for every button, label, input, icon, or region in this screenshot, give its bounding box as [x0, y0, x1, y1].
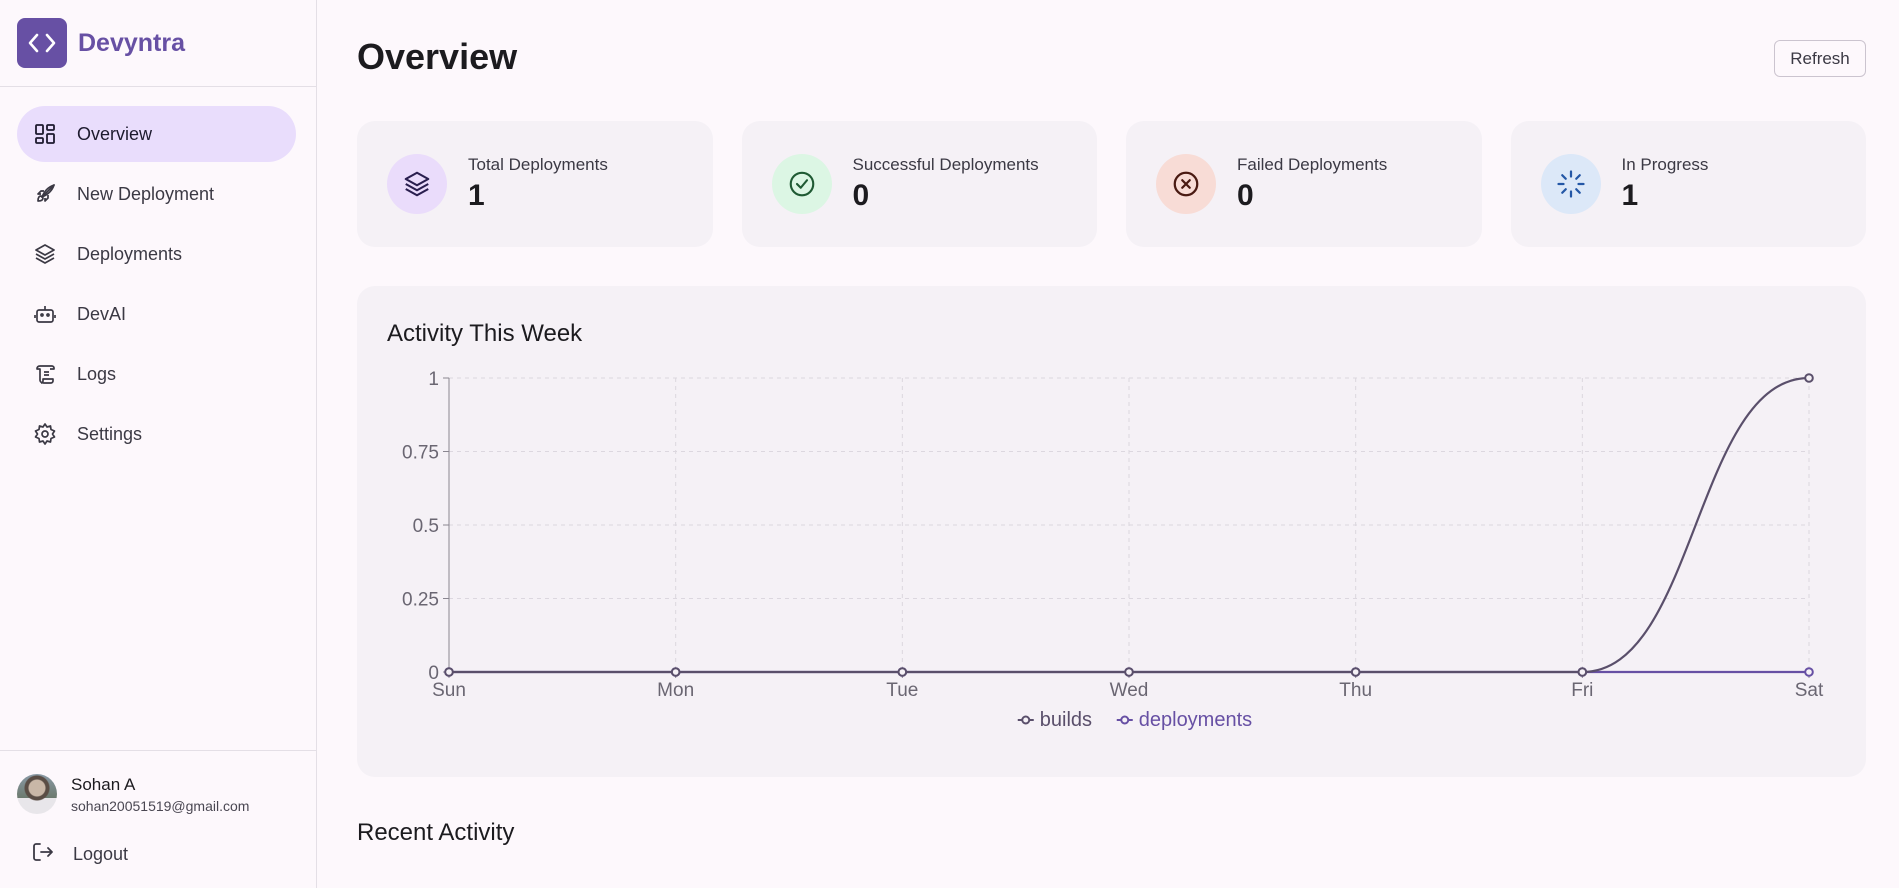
x-tick-label: Tue	[886, 680, 918, 701]
main-content: Overview Refresh Total Deployments 1 Suc…	[357, 0, 1866, 888]
recent-activity-title: Recent Activity	[357, 819, 515, 846]
sidebar-item-label: Logs	[77, 363, 117, 384]
legend-marker-dot	[1120, 715, 1130, 725]
x-tick-label: Mon	[657, 680, 694, 701]
layers-icon	[387, 154, 447, 214]
sidebar-item-deployments[interactable]: Deployments	[17, 226, 296, 282]
sidebar: Devyntra Overview New Deployment Deploym…	[0, 0, 317, 888]
rocket-icon	[31, 180, 59, 208]
divider	[0, 750, 316, 751]
stat-label: Failed Deployments	[1237, 155, 1388, 174]
check-circle-icon	[771, 154, 832, 214]
stat-value: 1	[1621, 179, 1639, 212]
data-point-builds	[1804, 373, 1814, 383]
refresh-button[interactable]: Refresh	[1774, 40, 1866, 77]
y-tick-label: 0	[428, 663, 439, 684]
sidebar-item-overview[interactable]: Overview	[17, 106, 296, 162]
dashboard-icon	[31, 120, 59, 148]
data-point-builds	[1124, 667, 1134, 677]
sidebar-item-new-deployment[interactable]: New Deployment	[17, 166, 296, 222]
sidebar-item-label: Deployments	[77, 243, 183, 264]
stat-label: Successful Deployments	[852, 155, 1039, 174]
brand[interactable]: Devyntra	[0, 0, 316, 87]
stat-label: Total Deployments	[468, 155, 608, 174]
user-profile[interactable]: Sohan A sohan20051519@gmail.com	[17, 774, 249, 814]
y-tick-label: 0.25	[402, 590, 439, 611]
y-tick-label: 1	[428, 369, 439, 390]
sidebar-item-settings[interactable]: Settings	[17, 406, 296, 462]
x-tick-label: Sat	[1795, 680, 1824, 701]
x-tick-label: Sun	[432, 680, 466, 701]
scroll-icon	[31, 360, 59, 388]
data-point-builds	[670, 667, 681, 677]
sidebar-item-label: DevAI	[77, 303, 127, 324]
robot-icon	[31, 300, 59, 328]
data-point-deployments	[1804, 667, 1814, 677]
y-tick-label: 0.75	[402, 443, 439, 464]
sidebar-item-devai[interactable]: DevAI	[17, 286, 296, 342]
sidebar-item-label: New Deployment	[77, 183, 215, 204]
user-email: sohan20051519@gmail.com	[71, 797, 250, 814]
x-tick-label: Wed	[1110, 680, 1149, 701]
layers-icon	[31, 240, 59, 268]
stat-card-failed: Failed Deployments 0	[1126, 121, 1482, 247]
stat-value: 1	[468, 179, 485, 212]
legend-marker-dot	[1021, 715, 1031, 725]
code-brackets-icon	[17, 18, 67, 68]
loader-icon	[1540, 154, 1601, 214]
logout-button[interactable]: Logout	[17, 834, 128, 874]
sidebar-nav: Overview New Deployment Deployments DevA…	[0, 87, 316, 462]
activity-chart-card: Activity This Week 0 0.25 0.5 0.75 1 Sun Mon Tu…	[357, 286, 1866, 777]
stat-card-total: Total Deployments 1	[357, 121, 713, 247]
x-tick-label: Thu	[1339, 680, 1372, 701]
page-title: Overview	[357, 36, 518, 77]
stat-card-in-progress: In Progress 1	[1510, 121, 1866, 247]
sidebar-item-label: Settings	[77, 423, 143, 444]
stat-value: 0	[1237, 179, 1254, 212]
gear-icon	[31, 420, 59, 448]
chart-title: Activity This Week	[387, 320, 583, 347]
y-tick-label: 0.5	[413, 516, 439, 537]
data-point-builds	[1577, 667, 1588, 677]
data-point-builds	[444, 667, 454, 677]
sidebar-item-label: Overview	[77, 123, 153, 144]
logout-label: Logout	[73, 843, 129, 864]
legend-item-deployments: deployments	[1139, 709, 1252, 731]
data-point-builds	[1350, 667, 1361, 677]
stat-label: In Progress	[1621, 155, 1709, 174]
stat-card-successful: Successful Deployments 0	[741, 121, 1097, 247]
avatar	[17, 774, 57, 814]
x-circle-icon	[1156, 154, 1216, 214]
user-name: Sohan A	[71, 774, 136, 794]
x-tick-label: Fri	[1571, 680, 1593, 701]
logout-icon	[31, 840, 55, 869]
sidebar-item-logs[interactable]: Logs	[17, 346, 296, 402]
data-point-builds	[897, 667, 908, 677]
brand-name: Devyntra	[78, 28, 185, 57]
stats-row: Total Deployments 1 Successful Deploymen…	[357, 121, 1866, 247]
legend-item-builds: builds	[1040, 709, 1092, 731]
activity-chart: 0 0.25 0.5 0.75 1 Sun Mon Tue Wed Thu Fri Sat builds…	[402, 369, 1824, 731]
stat-value: 0	[852, 179, 870, 212]
